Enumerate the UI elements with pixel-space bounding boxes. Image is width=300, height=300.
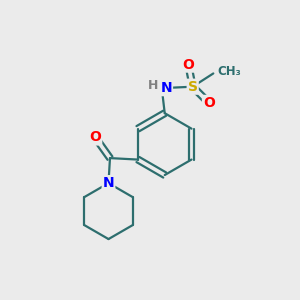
Text: S: S (188, 80, 198, 94)
Text: H: H (148, 79, 158, 92)
Text: CH₃: CH₃ (218, 65, 242, 79)
Text: N: N (103, 176, 114, 190)
Text: N: N (160, 81, 172, 95)
Text: O: O (203, 96, 215, 110)
Text: O: O (89, 130, 101, 145)
Text: O: O (182, 58, 194, 72)
